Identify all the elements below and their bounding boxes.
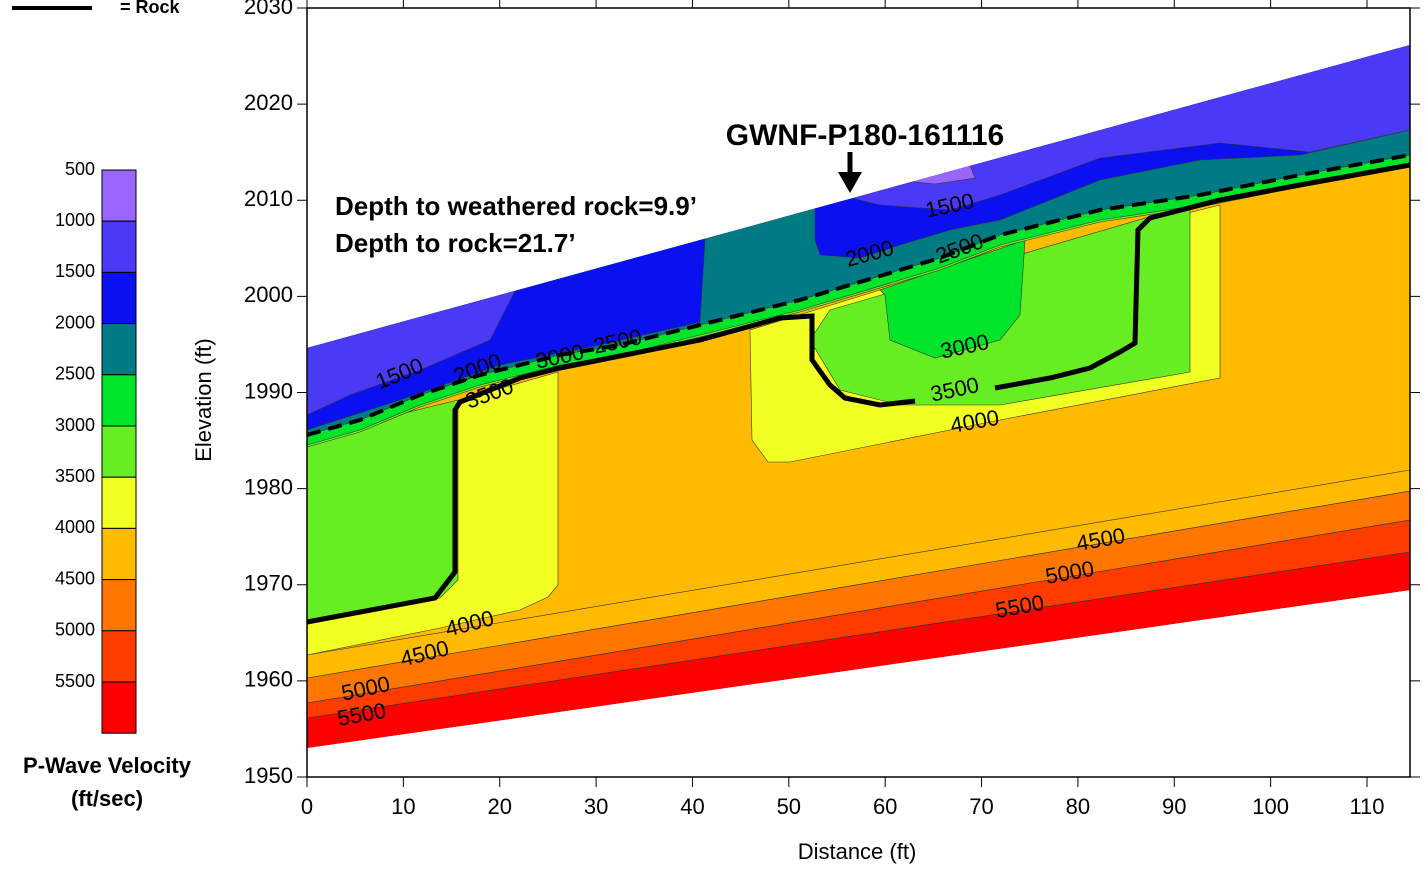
boundary-lines — [306, 153, 1411, 625]
colorbar-label: 1500 — [55, 261, 95, 281]
y-tick-label: 1990 — [244, 378, 293, 403]
x-tick-label: 20 — [487, 794, 511, 819]
colorbar-title: (ft/sec) — [71, 786, 143, 811]
rock-line — [306, 313, 916, 625]
colorbar-band — [101, 579, 137, 632]
colorbar-band — [101, 527, 137, 581]
y-tick-label: 1960 — [244, 667, 293, 692]
weathered-rock-line — [306, 153, 1411, 437]
colorbar-label: 2000 — [55, 312, 95, 332]
colorbar-label: 4500 — [55, 568, 95, 588]
y-tick-label: 2030 — [244, 0, 293, 19]
colorbar-title: P-Wave Velocity — [23, 753, 192, 778]
rock-line — [994, 162, 1411, 391]
x-tick-label: 90 — [1162, 794, 1186, 819]
colorbar-label: 4000 — [55, 517, 95, 537]
colorbar-band — [101, 476, 137, 529]
note: Depth to rock=21.7’ — [335, 228, 576, 258]
colorbar-label: 3500 — [55, 466, 95, 486]
colorbar-label: 3000 — [55, 415, 95, 435]
y-tick-label: 2020 — [244, 90, 293, 115]
colorbar-label: 2500 — [55, 364, 95, 384]
y-axis-title: Elevation (ft) — [191, 338, 216, 462]
contour-region — [879, 239, 1026, 359]
colorbar-label: 5000 — [55, 620, 95, 640]
y-tick-label: 2010 — [244, 186, 293, 211]
x-tick-label: 50 — [777, 794, 801, 819]
x-axis-title: Distance (ft) — [798, 839, 917, 864]
annotation: GWNF-P180-161116 — [726, 119, 1004, 152]
x-tick-label: 60 — [873, 794, 897, 819]
colorbar-band — [101, 630, 137, 683]
arrow-head — [838, 172, 862, 193]
y-tick-label: 2000 — [244, 282, 293, 307]
contour-region — [307, 469, 1410, 679]
y-tick-label: 1950 — [244, 763, 293, 788]
colorbar-band — [101, 374, 137, 427]
colorbar-label: 500 — [65, 159, 95, 179]
note: Depth to weathered rock=9.9’ — [335, 191, 697, 221]
colorbar-band — [101, 169, 137, 222]
y-tick-label: 1980 — [244, 474, 293, 499]
x-tick-label: 0 — [301, 794, 313, 819]
x-tick-label: 80 — [1066, 794, 1090, 819]
x-tick-label: 40 — [680, 794, 704, 819]
x-tick-label: 10 — [391, 794, 415, 819]
x-tick-label: 70 — [969, 794, 993, 819]
colorbar-label: 1000 — [55, 210, 95, 230]
colorbar-label: 5500 — [55, 671, 95, 691]
legend-label: = Rock — [120, 0, 181, 17]
contour-region — [307, 399, 459, 623]
colorbar-band — [101, 681, 137, 734]
colorbar-band — [101, 425, 137, 478]
x-tick-label: 110 — [1349, 794, 1384, 819]
colorbar-band — [101, 271, 137, 325]
y-tick-label: 1970 — [244, 571, 293, 596]
x-tick-label: 30 — [584, 794, 608, 819]
x-tick-label: 100 — [1252, 794, 1289, 819]
colorbar-band — [101, 220, 137, 273]
colorbar-band — [101, 323, 137, 376]
